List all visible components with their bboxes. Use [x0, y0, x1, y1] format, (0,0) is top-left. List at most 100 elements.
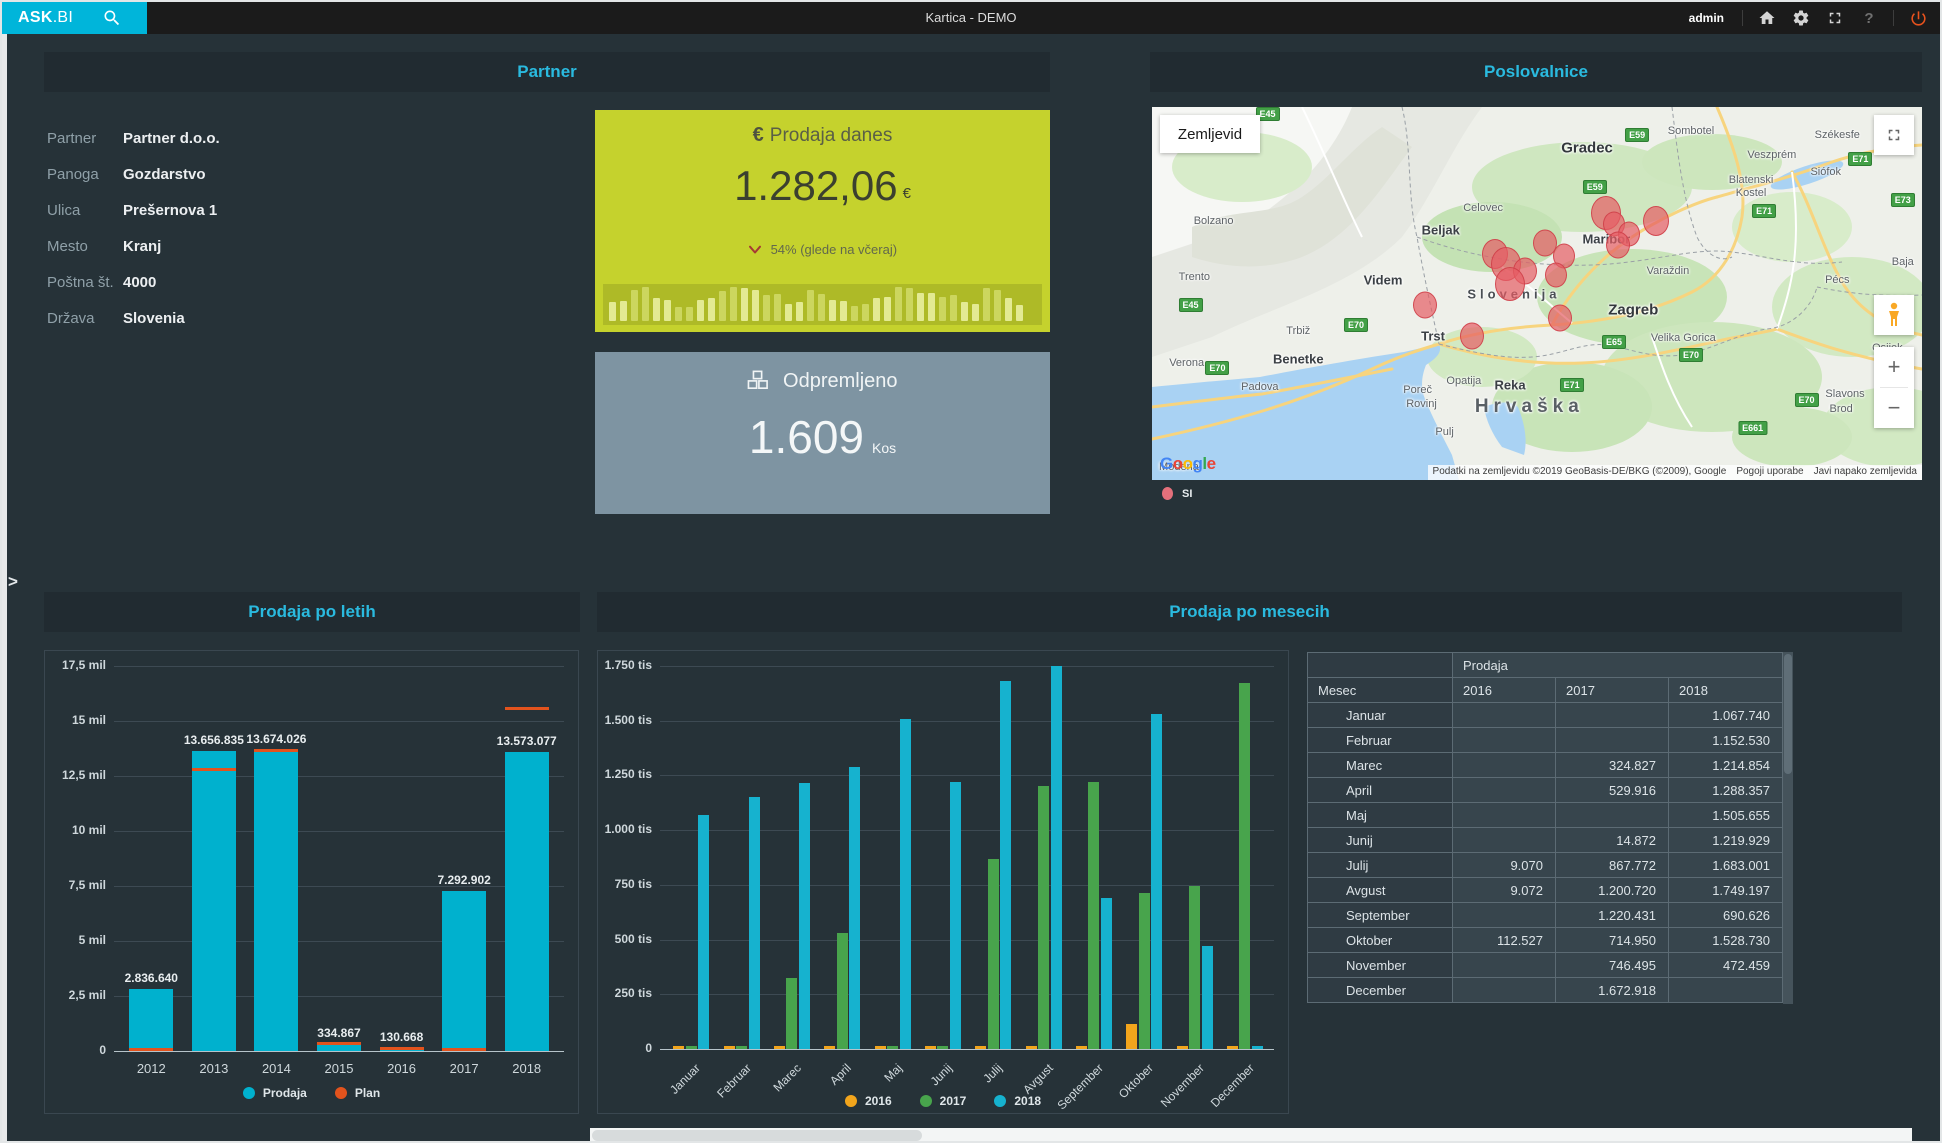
bar-2016[interactable] — [1026, 1046, 1037, 1049]
bar-2017[interactable] — [837, 933, 848, 1049]
branch-location-dot[interactable] — [1545, 262, 1567, 287]
bar-2018[interactable] — [1202, 946, 1213, 1049]
table-row[interactable]: September1.220.431690.626 — [1308, 903, 1783, 928]
bar-2017[interactable] — [1239, 683, 1250, 1049]
zoom-out-button[interactable]: − — [1874, 388, 1914, 428]
bar-2016[interactable] — [875, 1046, 886, 1049]
legend-item-Prodaja[interactable]: Prodaja — [243, 1086, 307, 1100]
table-row[interactable]: Januar1.067.740 — [1308, 703, 1783, 728]
branches-map[interactable]: BolzanoTrentoVeronaPadovaBenetkeTrbižTrs… — [1152, 107, 1922, 480]
yearly-chart-legend[interactable]: Prodaja Plan — [45, 1086, 578, 1100]
bar-2016[interactable] — [1177, 1046, 1188, 1049]
terms-link[interactable]: Pogoji uporabe — [1731, 465, 1808, 480]
table-row[interactable]: Julij9.070867.7721.683.001 — [1308, 853, 1783, 878]
plan-tick[interactable] — [380, 1047, 424, 1050]
power-icon[interactable] — [1908, 8, 1928, 28]
home-icon[interactable] — [1757, 8, 1777, 28]
bar-2018[interactable] — [950, 782, 961, 1049]
bar-2017[interactable] — [937, 1046, 948, 1049]
plan-tick[interactable] — [192, 768, 236, 771]
plan-tick[interactable] — [505, 707, 549, 710]
bar-2016[interactable] — [774, 1046, 785, 1049]
bar-2017[interactable] — [1088, 782, 1099, 1049]
map-type-button[interactable]: Zemljevid — [1160, 115, 1260, 153]
bar-2016[interactable] — [1126, 1024, 1137, 1049]
table-row[interactable]: Oktober112.527714.9501.528.730 — [1308, 928, 1783, 953]
bar-2018[interactable] — [900, 719, 911, 1049]
bar-2018[interactable] — [1252, 1046, 1263, 1049]
bar-Prodaja[interactable] — [129, 989, 173, 1051]
bar-2017[interactable] — [988, 859, 999, 1049]
branch-location-dot[interactable] — [1548, 304, 1572, 331]
horizontal-scrollbar[interactable] — [590, 1128, 1912, 1143]
map-fullscreen-button[interactable] — [1874, 115, 1914, 155]
bar-Prodaja[interactable] — [442, 891, 486, 1051]
sales-today-card[interactable]: €Prodaja danes 1.282,06€ 54% (glede na v… — [595, 110, 1050, 332]
table-row[interactable]: Februar1.152.530 — [1308, 728, 1783, 753]
google-logo[interactable]: Google — [1160, 454, 1216, 474]
legend-item-2017[interactable]: 2017 — [920, 1094, 967, 1108]
table-row[interactable]: November746.495472.459 — [1308, 953, 1783, 978]
bar-2018[interactable] — [1101, 898, 1112, 1049]
bar-2017[interactable] — [1038, 786, 1049, 1049]
bar-2017[interactable] — [1139, 893, 1150, 1049]
plan-tick[interactable] — [442, 1048, 486, 1051]
map-legend[interactable]: SI — [1162, 487, 1192, 500]
bar-2016[interactable] — [975, 1046, 986, 1049]
shipped-card[interactable]: Odpremljeno 1.609Kos — [595, 352, 1050, 514]
table-row[interactable]: Maj1.505.655 — [1308, 803, 1783, 828]
brand-logo[interactable]: ASK.BI — [2, 2, 147, 34]
table-row[interactable]: Junij14.8721.219.929 — [1308, 828, 1783, 853]
branch-location-dot[interactable] — [1495, 267, 1525, 301]
bar-2016[interactable] — [673, 1046, 684, 1049]
bar-2016[interactable] — [1227, 1046, 1238, 1049]
monthly-chart-legend[interactable]: 2016 2017 2018 — [598, 1094, 1288, 1108]
street-view-pegman[interactable] — [1874, 295, 1914, 335]
table-row[interactable]: April529.9161.288.357 — [1308, 778, 1783, 803]
branch-location-dot[interactable] — [1643, 206, 1669, 236]
gear-icon[interactable] — [1791, 8, 1811, 28]
bar-2017[interactable] — [786, 978, 797, 1049]
spark-bar — [730, 287, 737, 321]
search-icon[interactable] — [102, 8, 122, 28]
table-row[interactable]: Avgust9.0721.200.7201.749.197 — [1308, 878, 1783, 903]
sidebar-expander-chevron[interactable]: > — [8, 567, 24, 597]
bar-2018[interactable] — [1051, 666, 1062, 1049]
bar-2017[interactable] — [887, 1046, 898, 1049]
plan-tick[interactable] — [254, 749, 298, 752]
bar-2016[interactable] — [724, 1046, 735, 1049]
bar-2018[interactable] — [799, 783, 810, 1049]
bar-2016[interactable] — [824, 1046, 835, 1049]
fullscreen-icon[interactable] — [1825, 8, 1845, 28]
legend-item-2018[interactable]: 2018 — [994, 1094, 1041, 1108]
help-icon[interactable]: ? — [1859, 8, 1879, 28]
branch-location-dot[interactable] — [1460, 323, 1484, 350]
legend-item-Plan[interactable]: Plan — [335, 1086, 380, 1100]
bar-2017[interactable] — [686, 1046, 697, 1049]
bar-Prodaja[interactable] — [505, 752, 549, 1051]
bar-2017[interactable] — [1189, 886, 1200, 1049]
zoom-in-button[interactable]: + — [1874, 347, 1914, 387]
scrollbar-thumb[interactable] — [1784, 654, 1792, 774]
plan-tick[interactable] — [129, 1048, 173, 1051]
bar-2016[interactable] — [925, 1046, 936, 1049]
scrollbar-thumb[interactable] — [592, 1130, 922, 1141]
plan-tick[interactable] — [317, 1042, 361, 1045]
bar-2018[interactable] — [849, 767, 860, 1049]
bar-2017[interactable] — [736, 1046, 747, 1049]
legend-item-2016[interactable]: 2016 — [845, 1094, 892, 1108]
branch-location-dot[interactable] — [1413, 291, 1437, 318]
table-row[interactable]: December1.672.918 — [1308, 978, 1783, 1003]
bar-2018[interactable] — [1000, 681, 1011, 1049]
bar-2018[interactable] — [1151, 714, 1162, 1049]
bar-Prodaja[interactable] — [192, 751, 236, 1051]
table-scrollbar[interactable] — [1783, 652, 1793, 1004]
bar-2018[interactable] — [698, 815, 709, 1049]
table-row[interactable]: Marec324.8271.214.854 — [1308, 753, 1783, 778]
bar-Prodaja[interactable] — [254, 750, 298, 1051]
branch-location-dot[interactable] — [1606, 232, 1630, 259]
user-name[interactable]: admin — [1689, 11, 1724, 25]
report-error-link[interactable]: Javi napako zemljevida — [1809, 465, 1922, 480]
bar-2018[interactable] — [749, 797, 760, 1049]
bar-2016[interactable] — [1076, 1046, 1087, 1049]
